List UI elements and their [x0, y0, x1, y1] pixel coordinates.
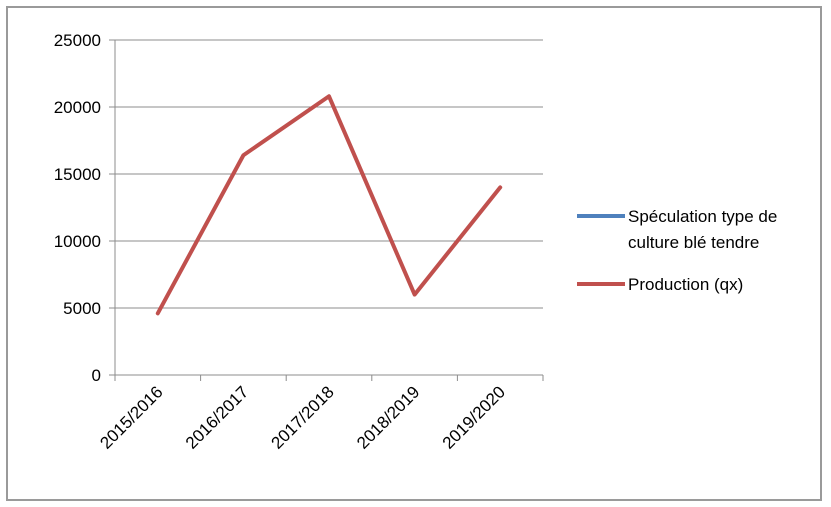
y-tick-label: 5000: [63, 299, 101, 318]
gridlines: [115, 39, 543, 309]
x-tick-label: 2015/2016: [96, 382, 166, 452]
y-tick-label: 15000: [54, 165, 101, 184]
series-lines: [155, 94, 503, 316]
y-tick-label: 0: [92, 366, 101, 385]
y-tick-label: 25000: [54, 31, 101, 50]
y-axis-tick-labels: 0 5000 10000 15000 20000 25000: [54, 31, 101, 385]
legend-label: Production (qx): [628, 275, 743, 294]
legend-label: Spéculation type de: [628, 207, 777, 226]
series-line: [155, 94, 503, 316]
x-tick-label: 2019/2020: [439, 382, 509, 452]
legend: Spéculation type de culture blé tendre Pro…: [577, 207, 777, 294]
y-tick-label: 20000: [54, 98, 101, 117]
y-tick-label: 10000: [54, 232, 101, 251]
axes: [109, 39, 544, 381]
x-tick-label: 2018/2019: [353, 382, 423, 452]
chart-frame: [6, 6, 822, 501]
x-tick-label: 2017/2018: [268, 382, 338, 452]
x-axis-tick-labels: 2015/2016 2016/2017 2017/2018 2018/2019 2019…: [96, 382, 509, 452]
legend-label: culture blé tendre: [628, 233, 759, 252]
x-tick-label: 2016/2017: [182, 382, 252, 452]
